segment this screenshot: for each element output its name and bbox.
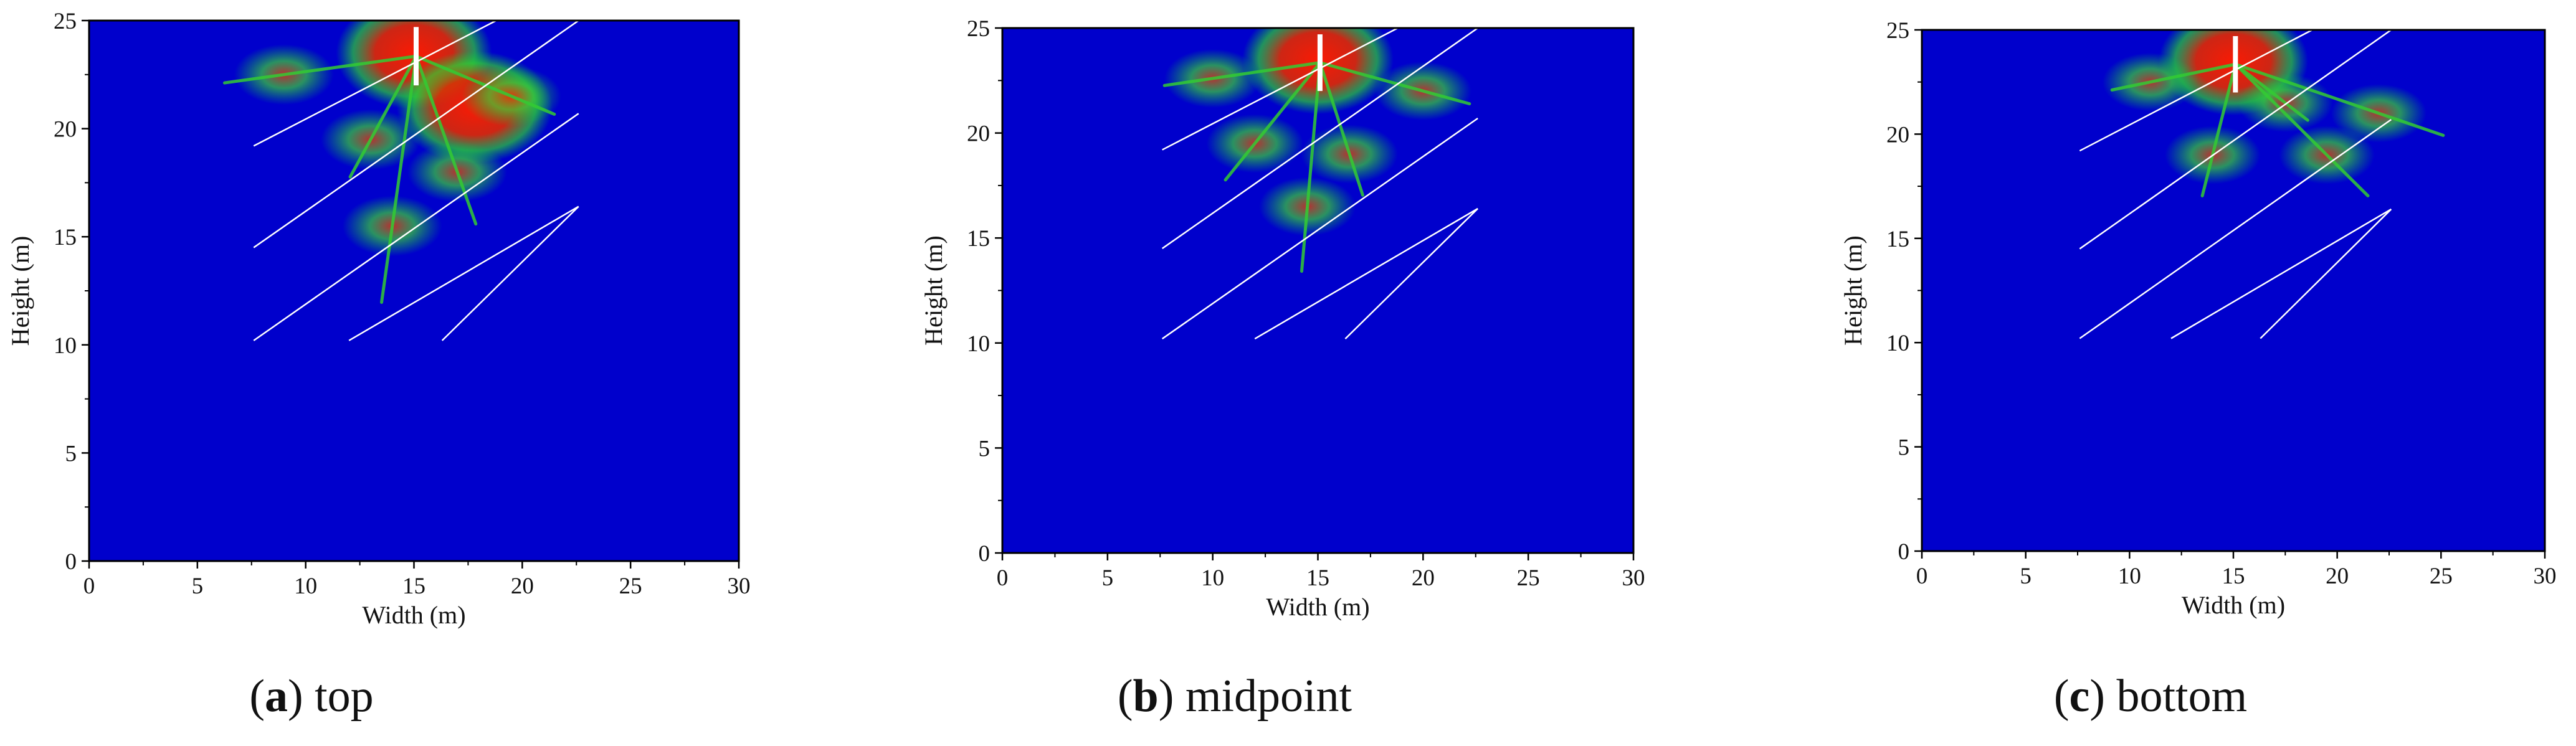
joint-line-2 <box>253 113 579 341</box>
x-tick-label: 15 <box>1306 565 1329 591</box>
x-tick-label: 30 <box>1622 565 1645 591</box>
crack-trace-1 <box>2110 62 2237 92</box>
y-tick-label: 20 <box>54 117 77 143</box>
panel-caption: (c) bottom <box>2054 671 2247 722</box>
y-tick-label: 10 <box>967 331 990 357</box>
crack-trace-4 <box>1300 61 1322 273</box>
y-axis-title: Height (m) <box>6 236 34 346</box>
y-tick-label: 10 <box>1886 331 1909 356</box>
x-tick-label: 0 <box>83 574 95 599</box>
y-tick-label: 15 <box>54 225 77 250</box>
x-tick-label: 0 <box>997 565 1009 591</box>
y-tick-label: 25 <box>967 16 990 42</box>
x-tick-label: 5 <box>192 574 204 599</box>
x-axis-title: Width (m) <box>362 601 465 629</box>
y-axis-title: Height (m) <box>1839 235 1867 346</box>
x-tick-label: 25 <box>2430 564 2453 589</box>
caption-paren-open: ( <box>2054 671 2070 722</box>
y-tick-label: 20 <box>1886 122 1909 148</box>
x-tick-label: 15 <box>2222 564 2245 589</box>
x-tick-label: 20 <box>511 574 534 599</box>
y-axis-title: Height (m) <box>920 235 948 346</box>
x-tick-label: 5 <box>2020 564 2032 589</box>
joint-line-4 <box>1344 208 1479 339</box>
x-tick-label: 20 <box>1412 565 1435 591</box>
plot-content <box>2079 30 2445 339</box>
caption-letter: a <box>265 671 288 722</box>
y-tick-label: 0 <box>65 549 77 575</box>
caption-letter: b <box>1133 671 1159 722</box>
x-tick-label: 15 <box>402 574 425 599</box>
x-tick-label: 25 <box>1517 565 1540 591</box>
y-tick-label: 15 <box>1886 227 1909 252</box>
x-tick-label: 10 <box>294 574 317 599</box>
x-tick-label: 30 <box>728 574 751 599</box>
caption-paren-close: ) <box>2089 671 2116 722</box>
crack-trace-2 <box>222 54 418 85</box>
joint-line-1 <box>1161 28 1478 250</box>
plot-background <box>1002 28 1633 553</box>
joint-line-1 <box>2079 30 2392 250</box>
crack-trace-4 <box>2233 62 2370 197</box>
caption-label: bottom <box>2116 671 2247 722</box>
crack-trace-3 <box>348 54 418 179</box>
crack-trace-5 <box>1318 61 1471 106</box>
joint-line-3 <box>348 205 579 341</box>
y-tick-label: 5 <box>65 441 77 466</box>
caption-label: top <box>315 671 374 722</box>
plot-content <box>1161 28 1479 340</box>
joint-line-2 <box>2079 118 2392 339</box>
joint-line-4 <box>2260 209 2392 339</box>
y-tick-label: 0 <box>979 541 991 567</box>
joint-line-0 <box>1162 28 1399 151</box>
caption-letter: c <box>2069 671 2089 722</box>
chart-panel-a: 0 5 10 15 20 25 30 0 5 10 15 20 25 Width (m) Height (m… <box>6 9 751 722</box>
x-tick-label: 10 <box>2118 564 2141 589</box>
x-tick-label: 20 <box>2326 564 2349 589</box>
caption-paren-close: ) <box>288 671 315 722</box>
plot-background <box>1922 30 2545 551</box>
caption-paren-open: ( <box>249 671 265 722</box>
joint-line-4 <box>441 205 579 341</box>
crack-trace-3 <box>2200 62 2237 197</box>
y-tick-label: 10 <box>54 333 77 359</box>
caption-paren-close: ) <box>1159 671 1186 722</box>
y-tick-label: 20 <box>967 121 990 147</box>
crack-trace-5 <box>2233 62 2445 137</box>
caption-paren-open: ( <box>1118 671 1133 722</box>
joint-line-0 <box>253 21 497 147</box>
y-tick-label: 25 <box>54 9 77 34</box>
x-axis-title: Width (m) <box>1266 593 1369 621</box>
crack-trace-4 <box>414 54 478 226</box>
y-tick-label: 25 <box>1886 18 1909 44</box>
x-tick-label: 10 <box>1201 565 1224 591</box>
panel-caption: (a) top <box>249 671 373 722</box>
x-tick-label: 30 <box>2534 564 2557 589</box>
crack-trace-2 <box>2233 62 2309 122</box>
plot-content <box>222 21 579 341</box>
joint-line-2 <box>1161 117 1478 340</box>
y-tick-label: 15 <box>967 226 990 252</box>
y-tick-label: 0 <box>1898 539 1910 565</box>
x-axis-title: Width (m) <box>2182 591 2285 619</box>
x-tick-label: 25 <box>619 574 642 599</box>
panel-caption: (b) midpoint <box>1118 671 1352 722</box>
y-tick-label: 5 <box>979 436 991 461</box>
y-tick-label: 5 <box>1898 435 1910 461</box>
x-tick-label: 0 <box>1916 564 1928 589</box>
crack-trace-1 <box>1162 61 1322 87</box>
chart-panel-c: 0 5 10 15 20 25 30 0 5 10 15 20 25 Width (m) Height (m… <box>1839 18 2557 722</box>
joint-line-1 <box>253 21 579 248</box>
crack-trace-5 <box>380 54 418 304</box>
joint-line-3 <box>2170 208 2392 339</box>
crack-trace-3 <box>1318 61 1364 197</box>
crack-trace-2 <box>1224 61 1322 182</box>
caption-label: midpoint <box>1186 671 1352 722</box>
x-tick-label: 5 <box>1102 565 1114 591</box>
chart-panel-b: 0 5 10 15 20 25 30 0 5 10 15 20 25 Width (m) Height (m… <box>920 16 1645 722</box>
joint-line-0 <box>2079 30 2313 152</box>
joint-line-3 <box>1254 207 1478 340</box>
